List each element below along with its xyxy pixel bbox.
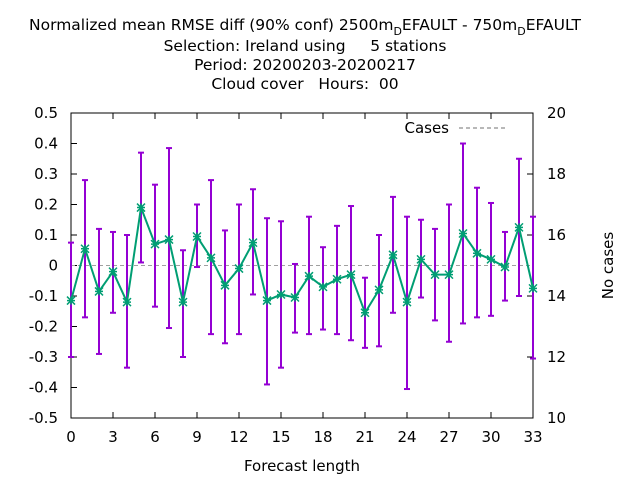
y-tick-label: -0.5 [29,409,58,427]
x-axis-label: Forecast length [244,457,360,475]
mean-point [430,270,440,280]
x-tick-label: 33 [523,428,542,446]
chart-title-line1: Normalized mean RMSE diff (90% conf) 250… [0,16,610,38]
title-part: EFAULT [525,16,581,34]
mean-point [472,248,482,258]
y-tick-label: 0.4 [34,135,58,153]
x-tick-label: 6 [150,428,160,446]
mean-point [234,264,244,274]
x-tick-label: 27 [439,428,458,446]
x-tick-label: 30 [481,428,500,446]
y-tick-label: -0.3 [29,348,58,366]
y-tick-label: -0.1 [29,287,58,305]
mean-point [514,222,524,232]
mean-point [80,244,90,254]
mean-point [360,308,370,318]
x-tick-label: 18 [313,428,332,446]
y-tick-label: 0.5 [34,104,58,122]
mean-point [178,297,188,307]
mean-point [486,254,496,264]
mean-point [304,271,314,281]
y-tick-label: 0 [48,257,58,275]
mean-point [458,228,468,239]
mean-point [220,280,230,290]
legend-label: Cases [404,119,449,137]
mean-point [290,292,300,303]
y2-tick-label: 16 [547,226,566,244]
title-subscript: D [393,25,402,38]
mean-point [416,254,426,264]
y2-tick-label: 18 [547,165,566,183]
mean-point [346,270,356,280]
mean-point [318,282,328,292]
y-tick-label: 0.2 [34,196,58,214]
title-part: EFAULT - 750m [401,16,518,34]
mean-point [66,296,76,306]
mean-point [262,296,272,306]
x-tick-label: 9 [192,428,202,446]
mean-point [528,283,538,293]
mean-point [444,270,454,280]
x-tick-label: 21 [355,428,374,446]
x-tick-label: 3 [108,428,118,446]
mean-point [332,274,342,284]
y2-axis-label: No cases [599,232,617,300]
mean-point [388,250,398,260]
mean-point [248,238,258,248]
y-tick-label: -0.4 [29,379,58,397]
y2-tick-label: 12 [547,348,566,366]
x-tick-label: 24 [397,428,416,446]
mean-point [122,297,132,307]
mean-point [402,297,412,307]
y-tick-label: -0.2 [29,318,58,336]
mean-point [206,253,216,263]
y-tick-label: 0.3 [34,165,58,183]
mean-point [94,286,104,296]
y2-tick-label: 20 [547,104,566,122]
y-tick-label: 0.1 [34,226,58,244]
x-tick-label: 0 [66,428,76,446]
mean-point [150,239,160,249]
chart-title-line2: Selection: Ireland using 5 stations [163,37,447,55]
title-part: Normalized mean RMSE diff (90% conf) 250… [29,16,394,34]
mean-point [192,231,202,242]
chart-title-line4: Cloud cover Hours: 00 [211,75,399,93]
title-subscript: D [517,25,526,38]
mean-point [136,203,146,213]
y2-tick-label: 10 [547,409,566,427]
mean-point [108,267,118,277]
mean-point [374,285,384,295]
mean-series-line [70,203,534,316]
mean-point [500,262,510,272]
mean-point [164,235,174,245]
mean-point [276,289,286,300]
x-tick-label: 15 [271,428,290,446]
x-tick-label: 12 [229,428,248,446]
chart-title-line3: Period: 20200203-20200217 [194,56,416,74]
y2-tick-label: 14 [547,287,566,305]
